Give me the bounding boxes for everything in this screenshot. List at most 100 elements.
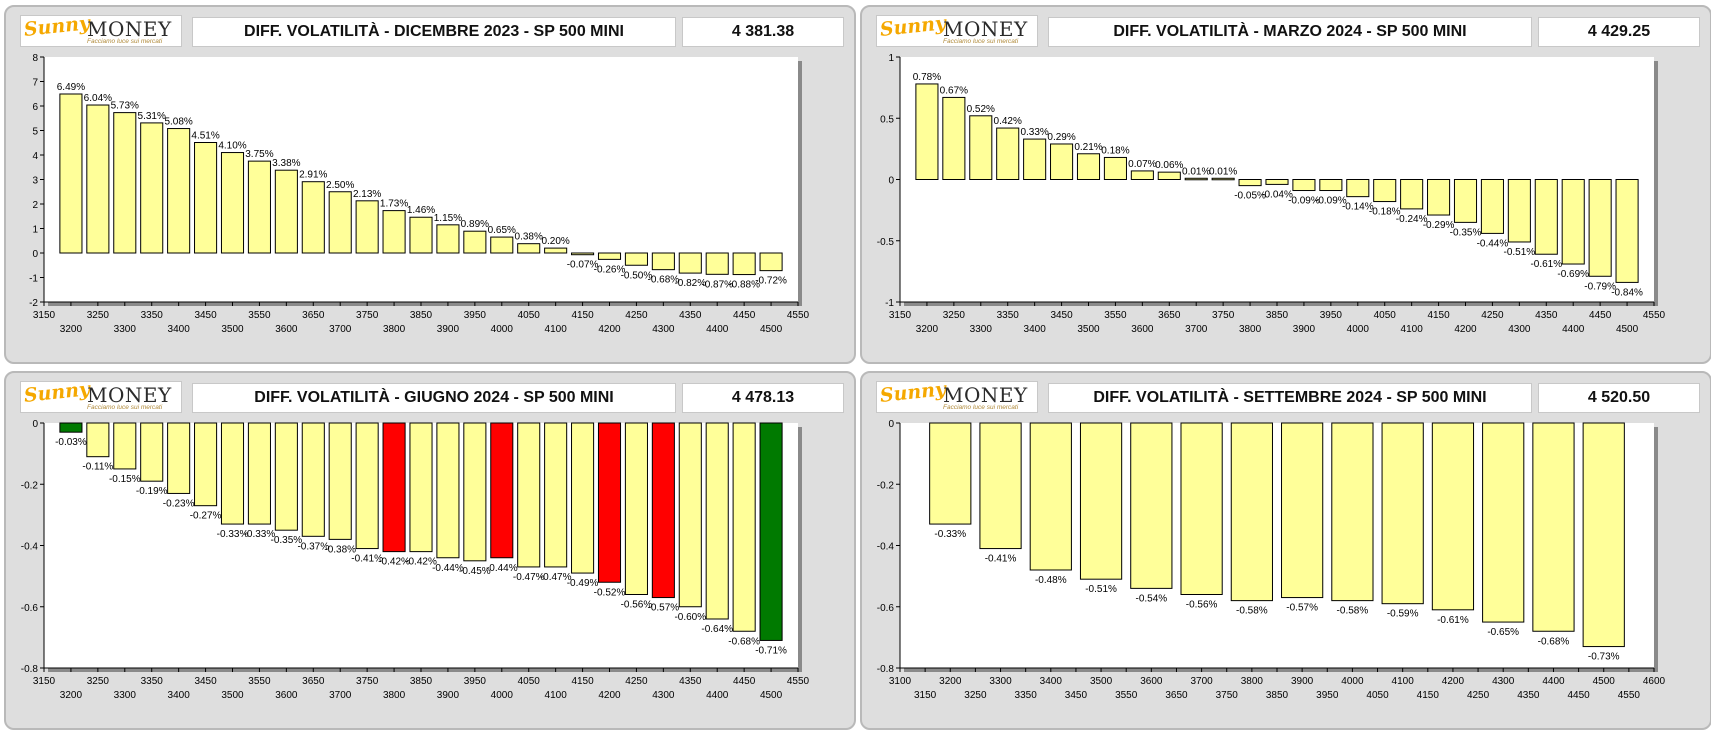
bar-value-label: 6.04%	[84, 93, 112, 104]
bar	[382, 422, 406, 553]
bar-value-label: 3.38%	[272, 158, 300, 169]
bar	[544, 247, 568, 254]
bar	[544, 422, 568, 568]
bar-value-label: -0.84%	[1611, 287, 1643, 298]
bar-value-label: -0.82%	[674, 278, 706, 289]
bar-value-label: 0.01%	[1209, 166, 1237, 177]
bar	[1427, 179, 1451, 216]
x-tick-label: 3300	[970, 324, 993, 335]
bar-value-label: -0.24%	[1396, 214, 1428, 225]
sunny-money-logo: Sunny MONEY Facciamo luce sui mercati	[876, 12, 1038, 47]
x-tick-label: 3450	[1065, 690, 1088, 701]
chart-panel-dicembre-2023: Sunny MONEY Facciamo luce sui mercati DI…	[4, 5, 856, 364]
bar-value-label: -0.38%	[324, 544, 356, 555]
x-tick-label: 3300	[114, 324, 137, 335]
x-tick-label: 3500	[1077, 324, 1100, 335]
bar	[1157, 171, 1181, 181]
bar-value-label: 0.01%	[1182, 166, 1210, 177]
x-tick-label: 3700	[329, 324, 352, 335]
y-tick-label: 1	[32, 225, 38, 236]
bar	[1023, 138, 1047, 180]
logo-sunny-text: Sunny	[22, 12, 91, 41]
x-tick-label: 3600	[275, 690, 298, 701]
chart-panel-settembre-2024: Sunny MONEY Facciamo luce sui mercati DI…	[860, 371, 1711, 730]
bar	[705, 422, 729, 620]
y-tick-label: -0.2	[21, 480, 39, 491]
x-tick-label: 3450	[194, 676, 217, 687]
bar-value-label: 0.42%	[994, 116, 1022, 127]
bar	[59, 93, 83, 254]
bar	[1265, 179, 1289, 185]
bar-value-label: -0.09%	[1315, 196, 1347, 207]
x-tick-label: 3500	[1090, 676, 1113, 687]
bar	[1292, 179, 1316, 192]
bar	[1050, 143, 1074, 180]
x-tick-label: 3350	[141, 310, 164, 321]
chart-title: DIFF. VOLATILITÀ - SETTEMBRE 2024 - SP 5…	[1048, 383, 1532, 413]
bar	[328, 422, 352, 540]
x-tick-label: 3350	[997, 310, 1020, 321]
x-tick-label: 3300	[114, 690, 137, 701]
x-tick-label: 3400	[168, 324, 191, 335]
y-tick-label: 8	[32, 53, 38, 64]
bar	[1103, 156, 1127, 180]
bar-value-label: -0.37%	[297, 541, 329, 552]
bar-value-label: -0.60%	[674, 612, 706, 623]
x-tick-label: 3700	[329, 690, 352, 701]
x-tick-label: 3500	[221, 324, 244, 335]
bar	[301, 181, 325, 254]
underlying-price: 4 429.25	[1538, 17, 1700, 47]
x-tick-label: 3850	[1266, 310, 1289, 321]
x-tick-label: 4250	[625, 676, 648, 687]
volatility-bar-chart: -1 -0.5 0 0.5 1 3150 3250 3350 3450 3550 3650 3750 3…	[877, 53, 1666, 335]
bar-value-label: -0.51%	[1085, 584, 1117, 595]
y-tick-label: -1	[29, 274, 38, 285]
bar	[1534, 179, 1558, 255]
bar	[274, 422, 298, 531]
bar	[194, 142, 218, 254]
bar	[355, 422, 379, 550]
x-tick-label: 3650	[1158, 310, 1181, 321]
bar	[220, 422, 245, 525]
x-tick-label: 4000	[491, 690, 514, 701]
x-tick-label: 4150	[1417, 690, 1440, 701]
bar-value-label: -0.64%	[701, 624, 733, 635]
bar	[1319, 179, 1343, 192]
x-tick-label: 3200	[60, 690, 83, 701]
bar	[1453, 179, 1478, 223]
x-tick-label: 4400	[1562, 324, 1585, 335]
x-tick-label: 4450	[1589, 310, 1612, 321]
bar	[1373, 179, 1397, 203]
bar	[1480, 179, 1504, 234]
bar-value-label: -0.52%	[594, 587, 626, 598]
bar	[1076, 153, 1101, 181]
bar	[915, 83, 939, 181]
x-tick-label: 4300	[1508, 324, 1531, 335]
y-tick-label: 3	[32, 176, 38, 187]
bar	[942, 96, 966, 180]
bar-value-label: -0.27%	[190, 511, 222, 522]
bar-value-label: 0.67%	[940, 85, 968, 96]
bar	[1507, 179, 1531, 243]
bar	[678, 252, 702, 274]
bar	[274, 169, 298, 254]
bar-value-label: -0.07%	[567, 260, 599, 271]
bar-value-label: -0.65%	[1487, 627, 1519, 638]
bar	[1130, 170, 1154, 181]
x-tick-label: 4450	[733, 676, 756, 687]
bar-value-label: 6.49%	[57, 82, 85, 93]
bar-value-label: -0.33%	[934, 529, 966, 540]
chart-panel-giugno-2024: Sunny MONEY Facciamo luce sui mercati DI…	[4, 371, 856, 730]
bar-value-label: -0.05%	[1234, 191, 1266, 202]
x-tick-label: 4100	[1392, 676, 1415, 687]
x-tick-label: 4000	[491, 324, 514, 335]
bar-value-label: -0.58%	[1337, 606, 1369, 617]
bar	[1184, 177, 1208, 181]
x-tick-label: 3350	[141, 676, 164, 687]
x-tick-label: 4400	[1542, 676, 1565, 687]
x-tick-label: 4150	[571, 676, 594, 687]
bar	[517, 243, 541, 254]
bar	[220, 152, 245, 254]
x-tick-label: 4150	[571, 310, 594, 321]
x-tick-label: 4250	[1481, 310, 1504, 321]
